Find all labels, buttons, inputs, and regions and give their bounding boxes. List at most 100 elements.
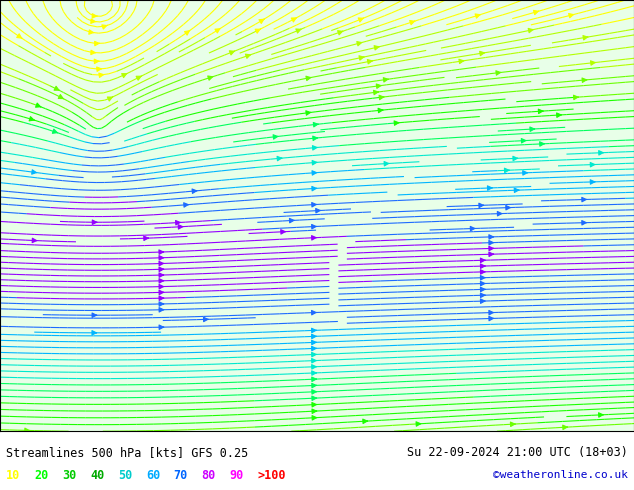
FancyArrowPatch shape [481,275,485,280]
FancyArrowPatch shape [277,156,282,161]
FancyArrowPatch shape [489,235,494,239]
Text: 30: 30 [62,469,76,482]
FancyArrowPatch shape [521,139,526,143]
FancyArrowPatch shape [497,212,502,216]
FancyArrowPatch shape [159,261,164,266]
FancyArrowPatch shape [91,19,96,24]
FancyArrowPatch shape [312,171,317,175]
FancyArrowPatch shape [358,18,363,22]
FancyArrowPatch shape [313,122,318,127]
FancyArrowPatch shape [313,146,317,150]
FancyArrowPatch shape [89,30,94,34]
FancyArrowPatch shape [230,51,235,55]
FancyArrowPatch shape [58,95,63,99]
Text: 90: 90 [230,469,243,482]
FancyArrowPatch shape [489,311,494,315]
FancyArrowPatch shape [378,108,383,113]
FancyArrowPatch shape [94,59,99,64]
FancyArrowPatch shape [312,383,316,388]
FancyArrowPatch shape [312,390,316,394]
FancyArrowPatch shape [312,416,317,420]
Text: Su 22-09-2024 21:00 UTC (18+03): Su 22-09-2024 21:00 UTC (18+03) [407,446,628,459]
FancyArrowPatch shape [338,31,343,35]
FancyArrowPatch shape [312,186,316,191]
FancyArrowPatch shape [410,21,415,24]
FancyArrowPatch shape [159,250,164,254]
FancyArrowPatch shape [255,29,261,33]
FancyArrowPatch shape [569,14,574,18]
Text: 80: 80 [202,469,216,482]
FancyArrowPatch shape [184,203,188,207]
FancyArrowPatch shape [590,163,595,167]
Text: ©weatheronline.co.uk: ©weatheronline.co.uk [493,470,628,480]
FancyArrowPatch shape [510,422,515,426]
FancyArrowPatch shape [312,402,316,407]
FancyArrowPatch shape [311,334,316,339]
FancyArrowPatch shape [159,273,164,277]
FancyArrowPatch shape [16,34,22,38]
FancyArrowPatch shape [94,41,100,46]
FancyArrowPatch shape [540,142,545,146]
FancyArrowPatch shape [184,30,190,35]
FancyArrowPatch shape [312,409,317,414]
FancyArrowPatch shape [53,129,58,133]
FancyArrowPatch shape [311,328,316,333]
FancyArrowPatch shape [159,325,164,329]
FancyArrowPatch shape [312,161,317,165]
Text: 40: 40 [90,469,104,482]
FancyArrowPatch shape [159,256,164,260]
FancyArrowPatch shape [312,224,316,229]
FancyArrowPatch shape [394,121,399,125]
FancyArrowPatch shape [102,25,107,29]
FancyArrowPatch shape [528,28,533,33]
FancyArrowPatch shape [374,46,379,50]
FancyArrowPatch shape [259,19,264,24]
FancyArrowPatch shape [144,236,148,241]
FancyArrowPatch shape [359,56,364,60]
FancyArrowPatch shape [316,208,320,213]
FancyArrowPatch shape [192,189,197,194]
FancyArrowPatch shape [291,18,297,22]
FancyArrowPatch shape [312,359,316,363]
FancyArrowPatch shape [159,302,164,306]
Text: 50: 50 [118,469,132,482]
FancyArrowPatch shape [470,226,475,231]
FancyArrowPatch shape [204,317,208,321]
FancyArrowPatch shape [311,311,316,315]
Text: Streamlines 500 hPa [kts] GFS 0.25: Streamlines 500 hPa [kts] GFS 0.25 [6,446,249,459]
FancyArrowPatch shape [530,127,534,131]
FancyArrowPatch shape [505,168,509,172]
FancyArrowPatch shape [533,10,539,15]
FancyArrowPatch shape [96,67,101,72]
FancyArrowPatch shape [159,267,164,271]
FancyArrowPatch shape [54,86,60,91]
FancyArrowPatch shape [159,308,164,312]
FancyArrowPatch shape [506,205,510,210]
FancyArrowPatch shape [36,103,41,107]
FancyArrowPatch shape [296,29,301,33]
FancyArrowPatch shape [159,296,164,300]
FancyArrowPatch shape [32,170,37,174]
FancyArrowPatch shape [159,284,164,289]
FancyArrowPatch shape [538,109,543,114]
FancyArrowPatch shape [475,14,481,18]
FancyArrowPatch shape [312,202,316,207]
FancyArrowPatch shape [215,28,221,33]
FancyArrowPatch shape [563,425,567,430]
FancyArrowPatch shape [598,413,604,417]
FancyArrowPatch shape [514,188,519,193]
FancyArrowPatch shape [208,76,213,80]
FancyArrowPatch shape [281,230,285,234]
FancyArrowPatch shape [122,74,127,77]
FancyArrowPatch shape [481,293,485,297]
FancyArrowPatch shape [312,396,316,400]
Text: 10: 10 [6,469,20,482]
FancyArrowPatch shape [489,241,494,245]
FancyArrowPatch shape [582,197,586,202]
FancyArrowPatch shape [489,252,494,257]
FancyArrowPatch shape [384,162,389,166]
FancyArrowPatch shape [313,136,318,141]
Text: 20: 20 [34,469,48,482]
FancyArrowPatch shape [598,150,604,155]
FancyArrowPatch shape [245,54,250,58]
